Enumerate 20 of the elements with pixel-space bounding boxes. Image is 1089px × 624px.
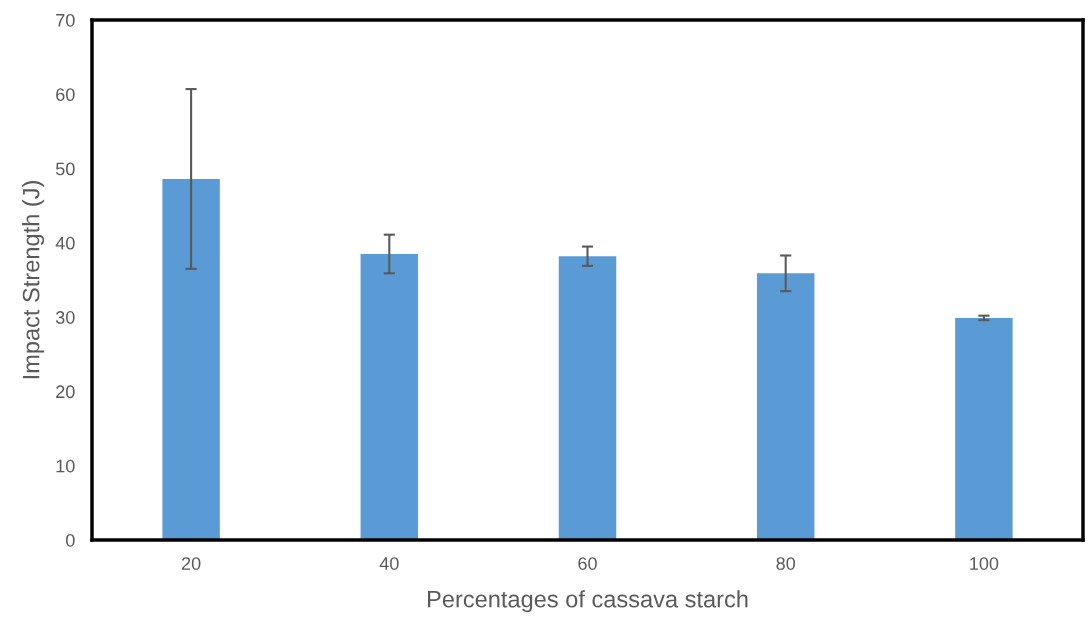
bar bbox=[360, 254, 419, 540]
x-tick-label: 80 bbox=[776, 557, 796, 570]
x-tick-label: 40 bbox=[379, 557, 399, 570]
bar bbox=[756, 273, 815, 540]
y-tick-label: 10 bbox=[56, 459, 75, 473]
bar bbox=[955, 317, 1013, 540]
bar bbox=[162, 178, 220, 540]
y-axis-title: Impact Strength (J) bbox=[22, 181, 45, 379]
y-tick-label: 70 bbox=[56, 13, 75, 27]
y-tick-label: 0 bbox=[66, 533, 75, 547]
y-tick-label: 20 bbox=[56, 385, 75, 399]
y-tick-label: 30 bbox=[55, 311, 75, 324]
bar bbox=[558, 256, 617, 540]
y-tick-label: 60 bbox=[56, 88, 75, 102]
x-tick-label: 100 bbox=[970, 557, 999, 570]
y-tick-label: 50 bbox=[55, 162, 75, 176]
y-tick-label: 40 bbox=[55, 236, 75, 250]
x-tick-label: 60 bbox=[578, 557, 597, 570]
x-tick-label: 20 bbox=[181, 557, 201, 570]
x-axis-title: Percentages of cassava starch bbox=[428, 590, 748, 613]
